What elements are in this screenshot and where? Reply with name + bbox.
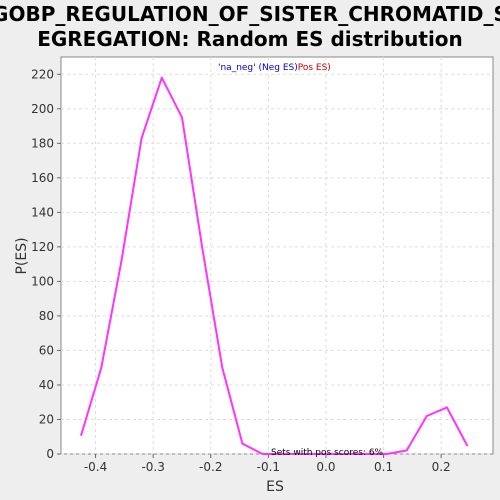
y-tick-label: 160 <box>31 171 54 185</box>
data-point <box>345 453 348 455</box>
data-point <box>80 434 83 437</box>
y-tick-label: 20 <box>39 412 54 426</box>
legend-pos-label: Pos ES) <box>298 63 331 73</box>
data-point <box>365 453 368 455</box>
y-tick-label: 140 <box>31 205 54 219</box>
legend: 'na_neg' (Neg ES)Pos ES) <box>218 63 331 73</box>
x-tick-label: 0.1 <box>374 460 393 474</box>
x-axis-label: ES <box>266 479 284 495</box>
x-tick-label: -0.2 <box>199 460 222 474</box>
y-axis: 0 20 40 60 80 100 120 140 160 180 200 220 <box>31 67 61 461</box>
y-axis-label: P(ES) <box>14 237 30 274</box>
data-point <box>100 366 103 369</box>
data-point <box>405 449 408 452</box>
x-tick-label: 0.0 <box>316 460 335 474</box>
y-tick-label: 220 <box>31 67 54 81</box>
data-point <box>140 137 143 140</box>
data-point <box>201 245 204 248</box>
data-point <box>180 116 183 119</box>
series-line <box>80 76 468 455</box>
y-tick-label: 120 <box>31 240 54 254</box>
y-tick-label: 180 <box>31 136 54 150</box>
data-point <box>324 453 327 455</box>
y-tick-label: 0 <box>46 447 54 461</box>
data-point <box>261 453 264 455</box>
data-point <box>466 444 469 447</box>
data-point <box>120 259 123 262</box>
data-point <box>425 415 428 418</box>
data-point <box>160 76 163 79</box>
data-point <box>221 366 224 369</box>
x-tick-label: -0.1 <box>257 460 280 474</box>
chart-title-line-1: GOBP_REGULATION_OF_SISTER_CHROMATID_S <box>0 2 500 26</box>
y-tick-label: 80 <box>39 309 54 323</box>
x-tick-label: -0.3 <box>141 460 164 474</box>
y-tick-label: 100 <box>31 274 54 288</box>
series-layer <box>80 76 469 455</box>
y-tick-label: 60 <box>39 343 54 357</box>
x-axis: -0.4 -0.3 -0.2 -0.1 0.0 0.1 0.2 <box>84 454 451 474</box>
y-tick-label: 40 <box>39 378 54 392</box>
chart-title-line-2: EGREGATION: Random ES distribution <box>37 27 463 51</box>
x-tick-label: 0.2 <box>432 460 451 474</box>
data-point <box>281 453 284 455</box>
data-point <box>445 406 448 409</box>
data-point <box>241 442 244 445</box>
x-tick-label: -0.4 <box>84 460 107 474</box>
y-tick-label: 200 <box>31 102 54 116</box>
data-point <box>301 453 304 455</box>
data-point <box>385 453 388 455</box>
plot-area <box>60 56 494 455</box>
legend-neg-label: 'na_neg' (Neg ES) <box>218 63 298 73</box>
annotation-pos-scores: Sets with pos scores: 6% <box>271 448 384 458</box>
